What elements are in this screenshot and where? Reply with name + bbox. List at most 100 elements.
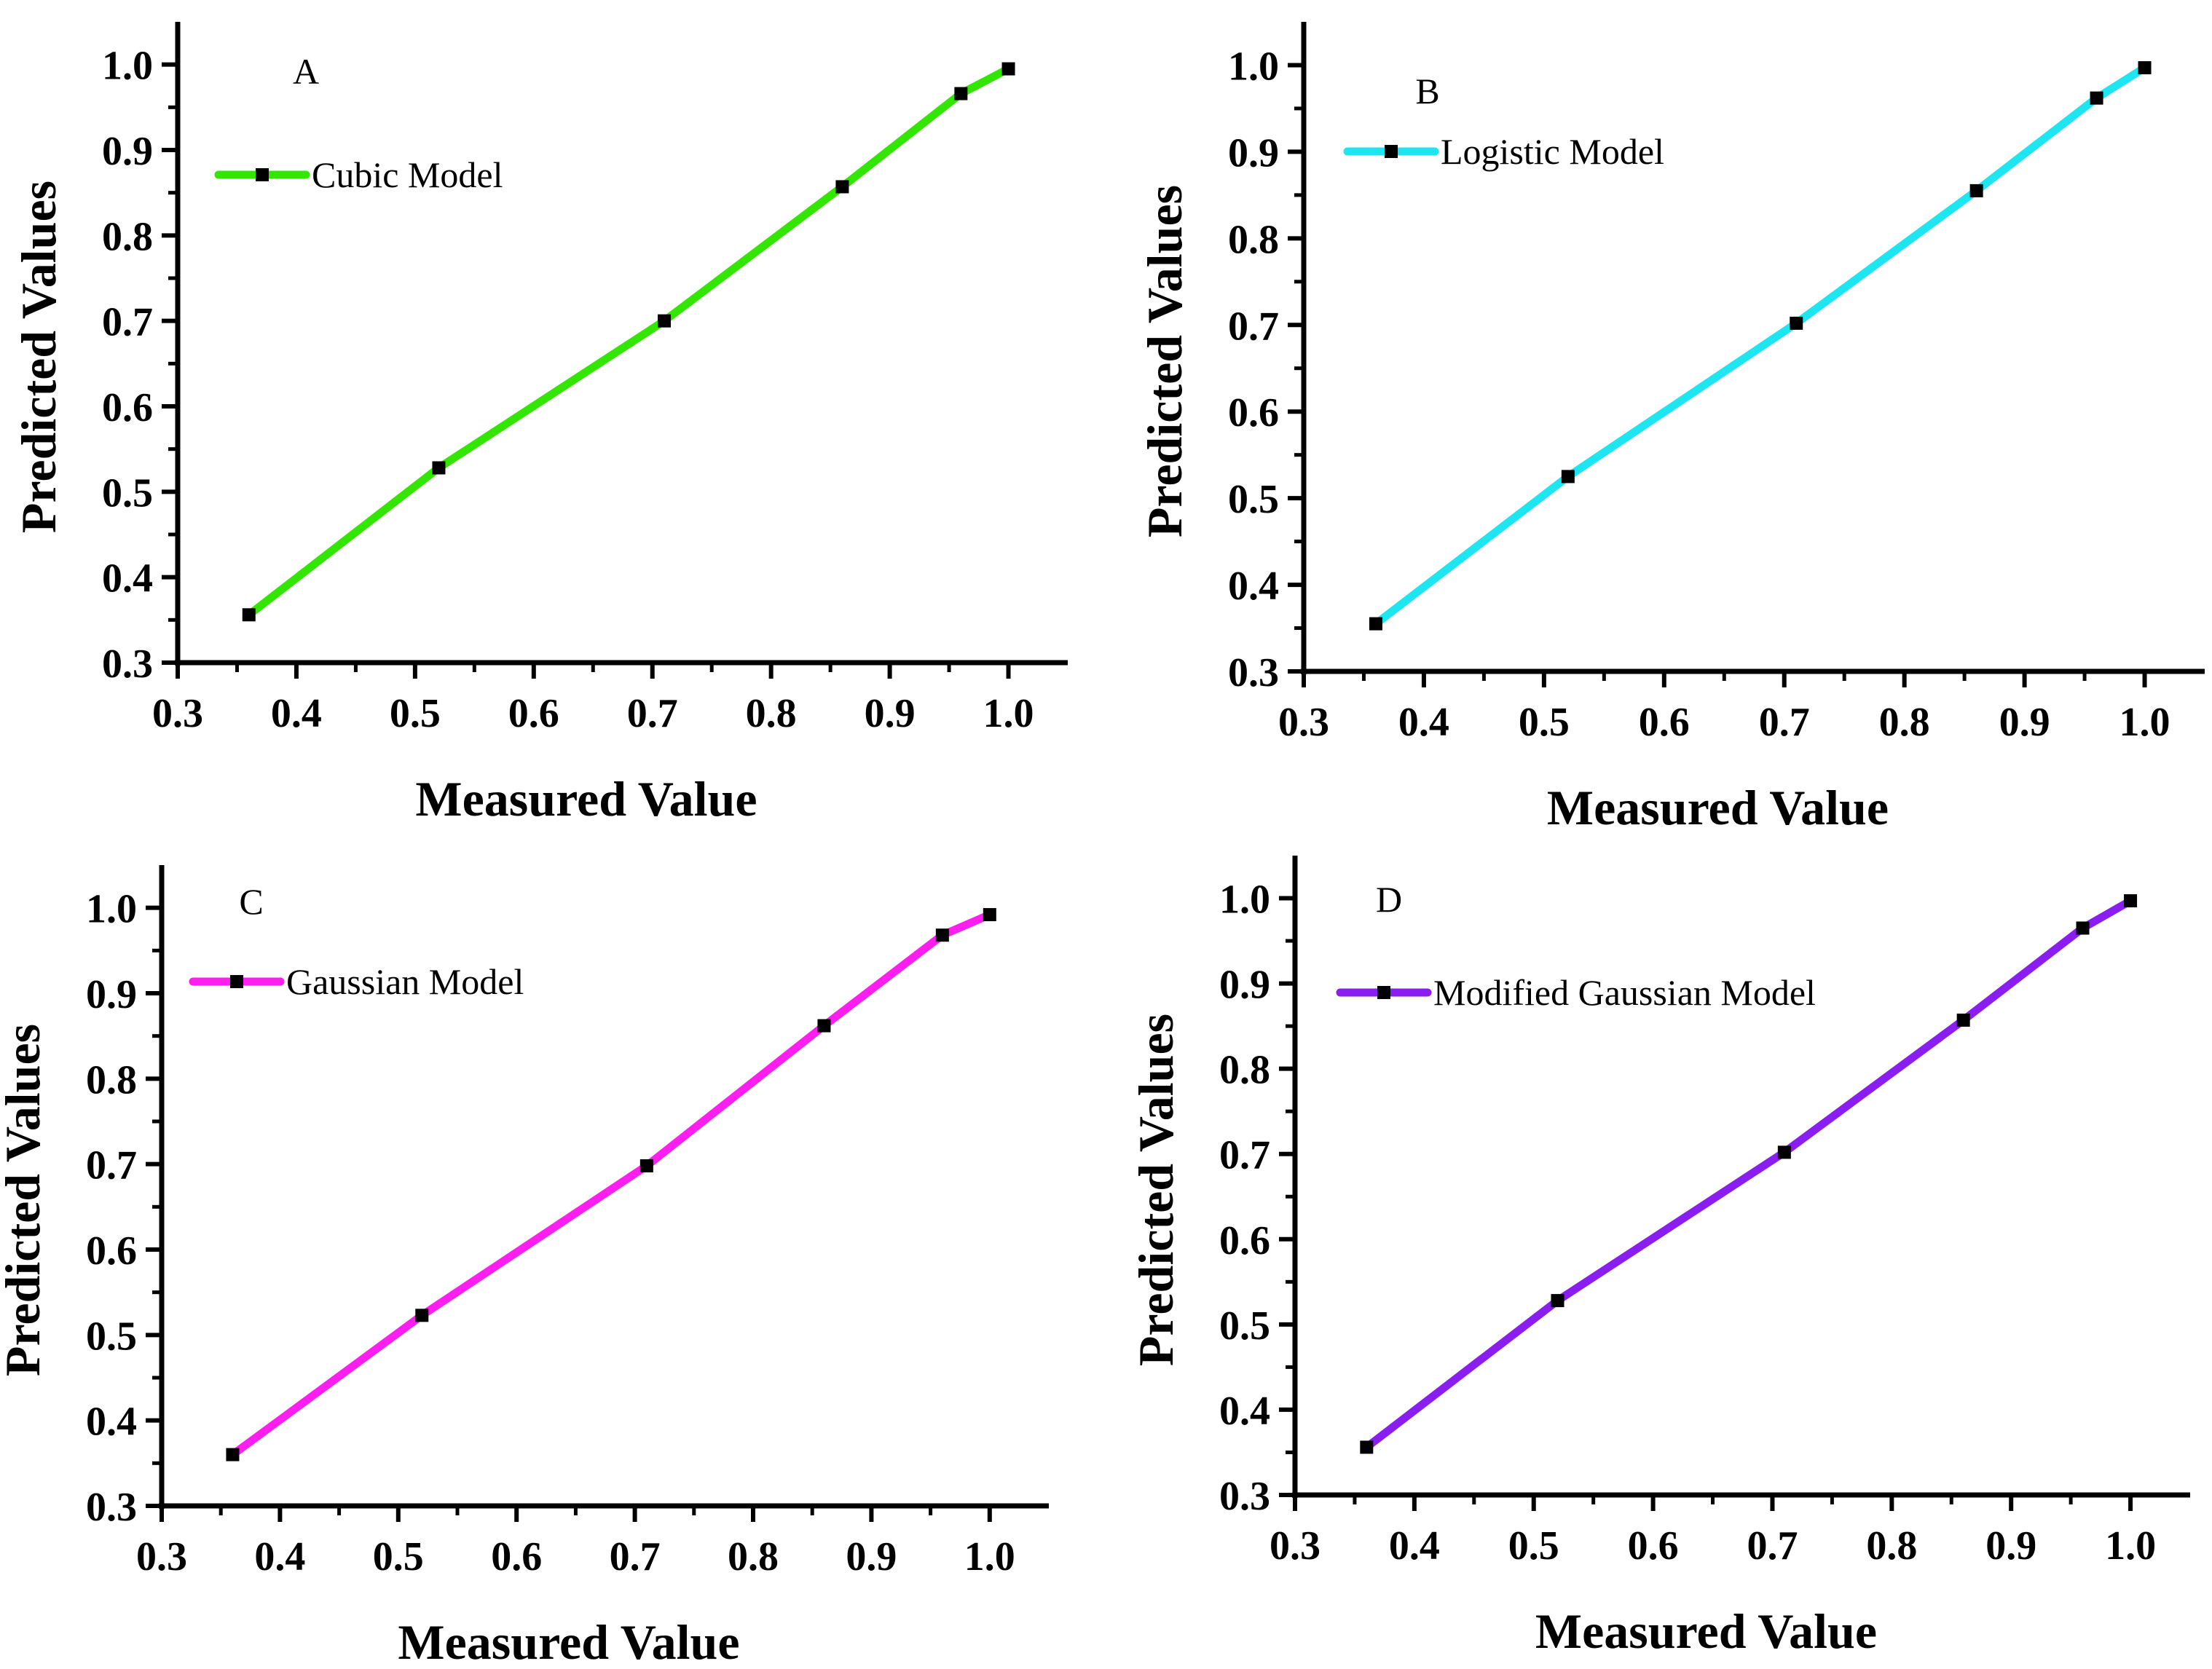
panel-b-series-line [1371, 63, 2149, 628]
panel-b-y-tick-label: 0.3 [1228, 650, 1279, 695]
panel-d-y-tick-label: 0.7 [1219, 1133, 1270, 1178]
panel-c-y-tick-label: 0.3 [86, 1485, 137, 1530]
panel-c-x-tick-label: 0.9 [846, 1534, 897, 1579]
panel-d-y-tick-label: 0.5 [1219, 1303, 1270, 1349]
panel-a-y-tick-label: 0.9 [102, 129, 153, 174]
panel-c-x-tick-label: 0.6 [491, 1534, 542, 1579]
panel-b-x-tick-label: 0.7 [1759, 700, 1810, 745]
panel-a-x-tick-label: 1.0 [983, 691, 1034, 736]
panel-a-y-tick-label: 0.5 [102, 470, 153, 516]
panel-b-x-tick-label: 0.4 [1398, 700, 1449, 745]
panel-d-x-tick-label: 0.5 [1508, 1523, 1559, 1569]
panel-c-x-tick-label: 0.7 [610, 1534, 661, 1579]
panel-d-x-tick-label: 1.0 [2105, 1523, 2156, 1569]
panel-b-data-point [2090, 91, 2103, 105]
panel-c-data-point [639, 1159, 653, 1173]
panel-d-x-axis-title: Measured Value [1535, 1603, 1877, 1659]
panel-c-x-tick-label: 0.4 [254, 1534, 305, 1579]
panel-b: 0.3 0.4 0.5 0.6 0.7 0.8 0.9 1.0 0.3 0.4 0.5 0.6 0.7 0… [1137, 22, 2205, 835]
panel-b-y-tick-label: 0.8 [1228, 217, 1279, 262]
panel-d-data-point [1551, 1294, 1564, 1308]
panel-d-x-tick-label: 0.7 [1747, 1523, 1798, 1569]
panel-a-y-tick-label: 0.7 [102, 300, 153, 345]
panel-c-x-tick-label: 0.3 [136, 1534, 187, 1579]
panel-b-x-tick-label: 0.8 [1879, 700, 1930, 745]
panel-a-x-tick-label: 0.4 [271, 691, 322, 736]
panel-c-series-line [228, 910, 994, 1459]
panel-a-data-point [835, 180, 849, 194]
panel-b-y-tick-label: 0.7 [1228, 304, 1279, 349]
panel-c-y-tick-label: 0.4 [86, 1400, 137, 1445]
panel-b-x-tick-label: 0.6 [1639, 700, 1690, 745]
panel-a-x-tick-label: 0.6 [508, 691, 559, 736]
panel-b-y-tick-label: 0.4 [1228, 564, 1279, 609]
panel-d: 0.3 0.4 0.5 0.6 0.7 0.8 0.9 1.0 0.3 0.4 0.5 0.6 0.7 0… [1128, 856, 2190, 1659]
panel-b-x-tick-label: 0.3 [1278, 700, 1329, 745]
panel-d-legend-label: Modified Gaussian Model [1433, 972, 1816, 1013]
panel-d-x-tick-label: 0.6 [1628, 1523, 1679, 1569]
panel-c-y-tick-label: 0.6 [86, 1228, 137, 1274]
panel-d-y-tick-label: 0.4 [1219, 1389, 1270, 1434]
panel-d-label: D [1376, 879, 1402, 920]
panel-d-series-line [1362, 896, 2135, 1451]
panel-a-y-tick-label: 0.8 [102, 214, 153, 259]
panel-b-label: B [1415, 71, 1439, 111]
panel-d-data-point [2076, 921, 2090, 935]
panel-b-x-axis-title: Measured Value [1547, 780, 1889, 835]
panel-b-data-point [1969, 184, 1983, 197]
panel-a-x-tick-label: 0.5 [390, 691, 441, 736]
panel-c-y-axis-title: Predicted Values [0, 1024, 50, 1376]
panel-a-y-tick-label: 0.6 [102, 385, 153, 430]
panel-b-data-point [1369, 617, 1382, 631]
panel-a-y-tick-label: 1.0 [102, 44, 153, 89]
panel-b-data-point [2138, 61, 2152, 75]
panel-b-legend-marker [1385, 145, 1398, 158]
panel-c-y-tick-label: 1.0 [86, 887, 137, 932]
panel-d-y-tick-label: 0.9 [1219, 963, 1270, 1008]
panel-d-x-tick-label: 0.9 [1985, 1523, 2036, 1569]
panel-a-data-point [658, 314, 672, 328]
panel-d-data-point [1956, 1013, 1970, 1027]
panel-d-x-tick-label: 0.8 [1866, 1523, 1917, 1569]
panel-c-x-tick-label: 0.8 [728, 1534, 779, 1579]
panel-c-data-point [226, 1448, 240, 1461]
panel-a-series-line [245, 65, 1013, 619]
panel-c: 0.3 0.4 0.5 0.6 0.7 0.8 0.9 1.0 0.3 0.4 0.5 0.6 0.7 0… [0, 865, 1049, 1669]
panel-a-data-point [954, 87, 968, 100]
panel-d-y-tick-label: 0.6 [1219, 1218, 1270, 1263]
panel-a-y-tick-label: 0.3 [102, 642, 153, 687]
panel-d-y-tick-label: 1.0 [1219, 877, 1270, 923]
panel-d-y-tick-label: 0.3 [1219, 1474, 1270, 1519]
panel-a-label: A [293, 51, 319, 92]
panel-c-legend-label: Gaussian Model [286, 961, 524, 1002]
panel-c-label: C [239, 881, 263, 922]
panel-c-legend-marker [230, 975, 243, 988]
panel-c-y-tick-label: 0.7 [86, 1143, 137, 1188]
panel-b-legend-label: Logistic Model [1441, 131, 1664, 172]
panel-a: 0.3 0.4 0.5 0.6 0.7 0.8 0.9 1.0 0.3 0.4 0.5 0.6 0.7 0… [11, 22, 1068, 826]
panel-a-y-axis-title: Predicted Values [11, 181, 66, 533]
panel-b-x-tick-label: 0.5 [1519, 700, 1570, 745]
panel-a-x-tick-label: 0.3 [152, 691, 203, 736]
panel-c-data-point [817, 1019, 831, 1033]
panel-a-x-tick-label: 0.9 [865, 691, 916, 736]
panel-a-x-tick-label: 0.7 [627, 691, 678, 736]
panel-b-y-tick-label: 0.9 [1228, 130, 1279, 175]
panel-d-data-point [1777, 1145, 1791, 1159]
panel-c-x-tick-label: 1.0 [964, 1534, 1015, 1579]
panel-a-data-point [242, 608, 256, 622]
panel-c-y-tick-label: 0.5 [86, 1314, 137, 1359]
panel-a-data-point [432, 461, 446, 475]
panel-d-legend-marker [1377, 986, 1390, 999]
panel-b-x-tick-label: 1.0 [2119, 700, 2170, 745]
panel-b-y-tick-label: 0.6 [1228, 390, 1279, 435]
panel-b-y-axis-title: Predicted Values [1137, 185, 1192, 537]
panel-a-data-point [1001, 62, 1015, 76]
panel-d-x-tick-label: 0.4 [1389, 1523, 1440, 1569]
panel-d-y-tick-label: 0.8 [1219, 1048, 1270, 1093]
panel-a-y-tick-label: 0.4 [102, 556, 153, 601]
panel-b-x-tick-label: 0.9 [1999, 700, 2050, 745]
panel-d-y-axis-title: Predicted Values [1128, 1014, 1184, 1366]
panel-c-data-point [935, 928, 949, 942]
